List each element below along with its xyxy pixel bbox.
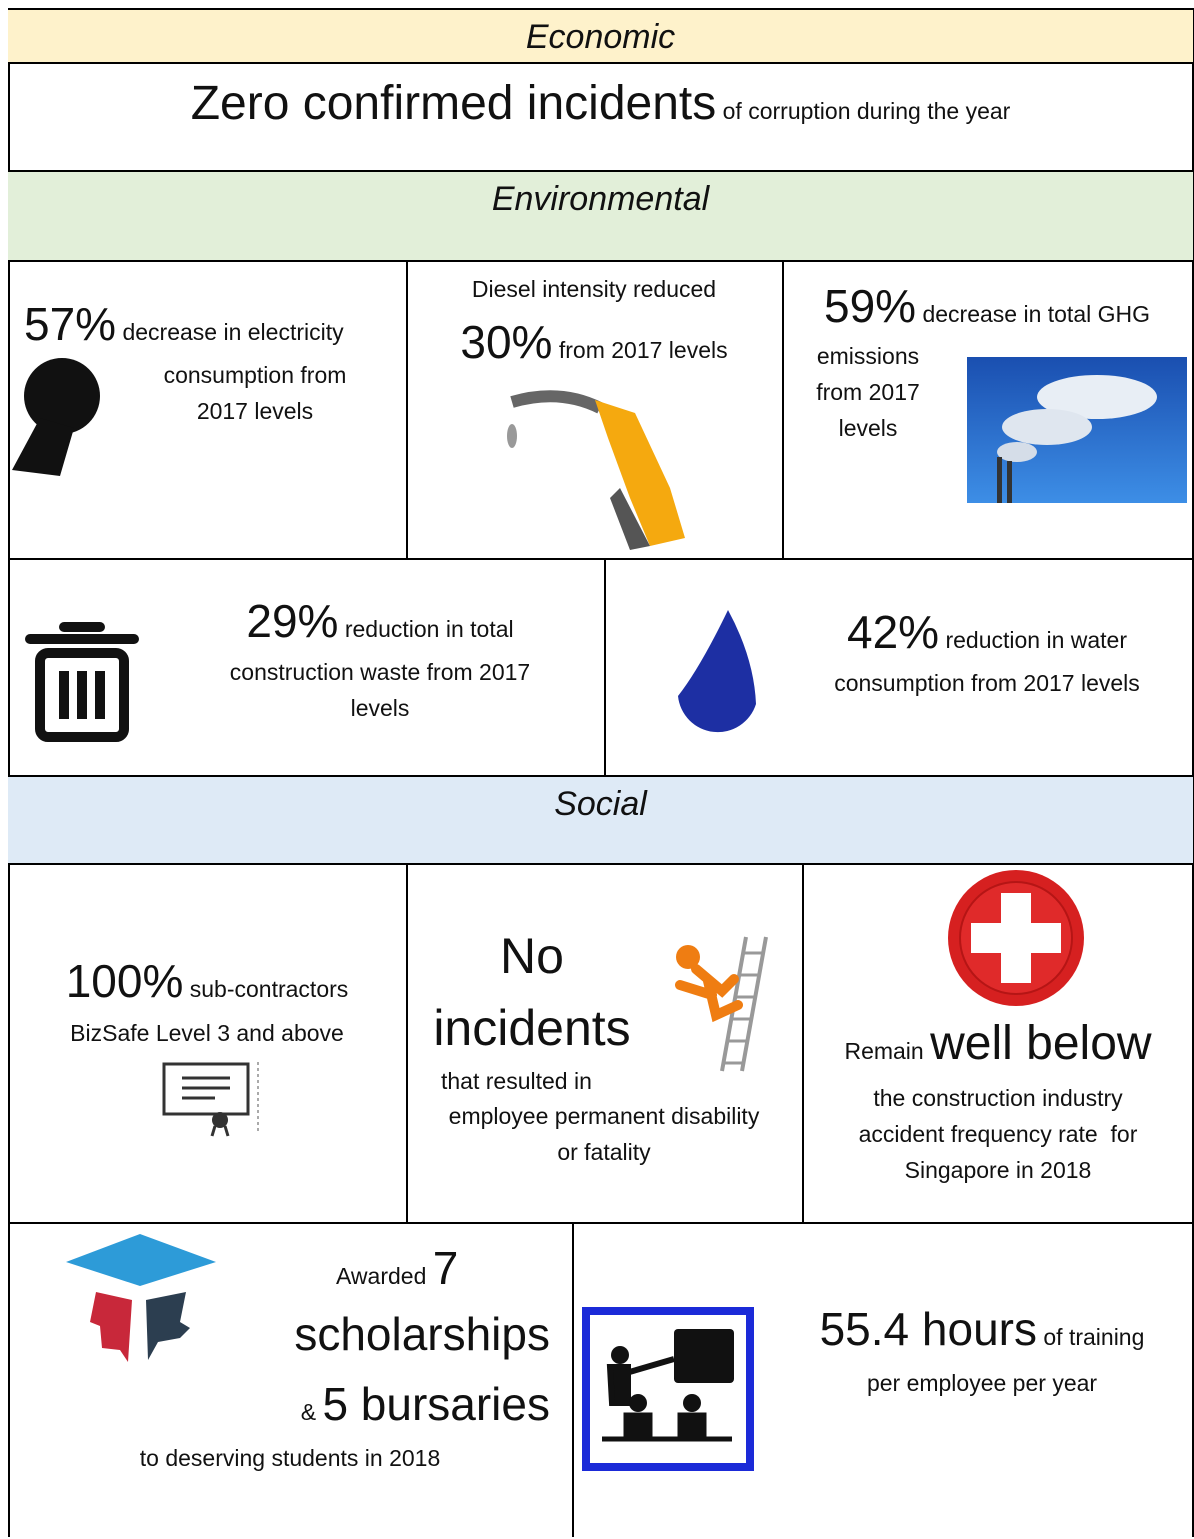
text: that resulted in: [441, 1068, 592, 1094]
amp: &: [300, 1399, 317, 1425]
text: accident frequency rate for: [858, 1121, 1138, 1147]
border: [8, 8, 10, 1537]
figure: 30%: [460, 316, 553, 368]
social-band: Social: [8, 775, 1193, 865]
divider: [406, 260, 408, 558]
figure: 5 bursaries: [322, 1378, 550, 1430]
divider: [782, 260, 784, 558]
divider: [572, 1222, 574, 1537]
certificate-icon: [162, 1062, 259, 1137]
text: levels: [350, 695, 410, 721]
text: employee permanent disability: [448, 1103, 760, 1129]
text: reduction in total: [344, 616, 514, 642]
text: 2017 levels: [196, 398, 314, 424]
text: levels: [838, 415, 898, 441]
economic-row: Zero confirmed incidents of corruption d…: [8, 62, 1193, 172]
divider: [604, 558, 606, 775]
stat-line: 42% reduction in water: [782, 604, 1192, 660]
text: from 2017 levels: [558, 337, 728, 363]
stat-line: 59% decrease in total GHG: [782, 278, 1192, 334]
heading: Social: [554, 785, 647, 823]
divider: [802, 863, 804, 1222]
drop-icon: [678, 610, 756, 733]
text: reduction in water: [945, 627, 1127, 653]
nozzle-icon: [507, 390, 685, 550]
text: Diesel intensity reduced: [471, 276, 717, 302]
figure: 59%: [823, 280, 917, 332]
figure: No: [500, 928, 564, 984]
stat-line: Remain well below: [802, 1016, 1194, 1072]
graduation-icon: [66, 1234, 216, 1362]
stat-line: Awarded 7: [336, 1240, 458, 1296]
text: construction waste from 2017: [229, 659, 531, 685]
classroom-icon: [582, 1307, 754, 1471]
text: decrease in total GHG: [922, 301, 1151, 327]
text: BizSafe Level 3 and above: [70, 1020, 344, 1046]
figure: 100%: [65, 955, 184, 1007]
prefix: Remain: [844, 1038, 924, 1064]
figure: well below: [930, 1017, 1152, 1070]
text: consumption from 2017 levels: [834, 670, 1140, 696]
stat-line: 55.4 hours of training: [772, 1301, 1192, 1357]
border: [1192, 8, 1194, 1537]
heading: Environmental: [491, 180, 710, 218]
stat-line: 57% decrease in electricity: [24, 296, 344, 352]
cross-icon: [948, 870, 1084, 1006]
stat-line: 30% from 2017 levels: [406, 314, 782, 370]
statement: Zero confirmed incidents of corruption d…: [8, 74, 1193, 134]
divider: [406, 863, 408, 1222]
figure: 7: [432, 1242, 459, 1294]
figure: scholarships: [294, 1308, 550, 1360]
row: [8, 558, 1193, 777]
text: of training: [1043, 1324, 1145, 1350]
ladder-icon: [675, 936, 768, 1072]
environmental-band: Environmental: [8, 170, 1193, 262]
text: per employee per year: [866, 1370, 1098, 1396]
text: decrease in electricity: [122, 319, 344, 345]
text: emissions: [816, 343, 920, 369]
lead: Zero confirmed incidents: [190, 77, 717, 130]
smokestack-image: [967, 357, 1187, 503]
text: Singapore in 2018: [904, 1157, 1092, 1183]
text: from 2017: [816, 379, 920, 405]
prefix: Awarded: [336, 1263, 427, 1289]
stat-line: 29% reduction in total: [180, 593, 580, 649]
figure: 42%: [846, 606, 940, 658]
trash-icon: [25, 622, 139, 742]
text: of corruption during the year: [722, 98, 1011, 124]
text: to deserving students in 2018: [139, 1445, 441, 1471]
row: [8, 1222, 1193, 1539]
row: [8, 260, 1193, 560]
stat-line: 100% sub-contractors: [8, 953, 406, 1009]
heading: Economic: [525, 18, 676, 56]
text: or fatality: [557, 1139, 651, 1165]
text: the construction industry: [873, 1085, 1123, 1111]
stat-line: & 5 bursaries: [200, 1376, 550, 1432]
figure: 55.4 hours: [819, 1303, 1037, 1355]
text: sub-contractors: [189, 976, 349, 1002]
figure: 57%: [24, 298, 117, 350]
row: [8, 863, 1193, 1224]
economic-band: Economic: [8, 8, 1193, 64]
figure: incidents: [433, 1000, 631, 1056]
bulb-icon: [12, 358, 100, 476]
figure: 29%: [246, 595, 339, 647]
text: consumption from: [163, 362, 347, 388]
